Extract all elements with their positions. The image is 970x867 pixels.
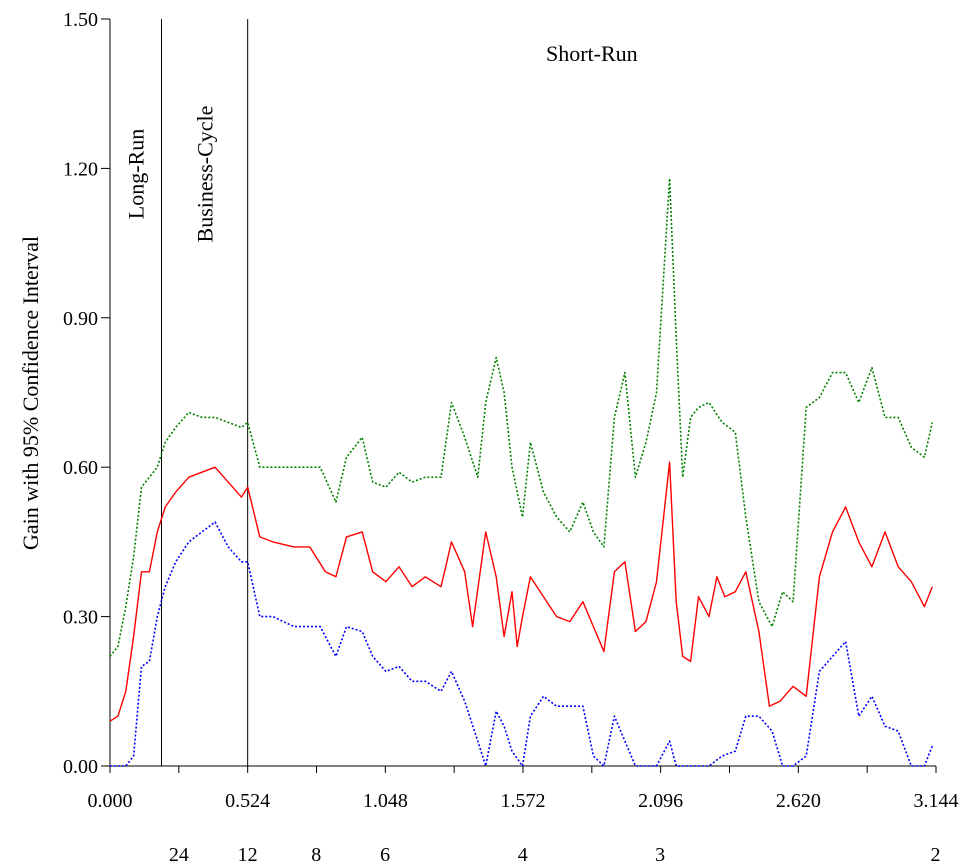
band-label: Business-Cycle <box>193 106 218 243</box>
y-tick-label: 1.20 <box>63 158 98 180</box>
frequency-bands: Long-Run Business-Cycle Short-Run <box>124 19 638 766</box>
y-tick-label: 0.30 <box>63 607 98 629</box>
series-line-2 <box>109 461 933 722</box>
period-label: 4 <box>518 844 528 866</box>
series-line-3 <box>110 521 934 767</box>
band-label: Long-Run <box>124 129 149 219</box>
x-tick-label: 2.096 <box>638 790 683 812</box>
series-line-1 <box>109 177 934 657</box>
period-label: 3 <box>655 844 665 866</box>
y-axis-label: Gain with 95% Confidence Interval <box>18 236 43 550</box>
tick-labels: 0.00 0.30 0.60 0.90 1.20 1.50 0.000 0.524 1.048 1… <box>63 9 959 866</box>
period-label: 12 <box>238 844 258 866</box>
x-tick-label: 1.572 <box>501 790 546 812</box>
x-tick-label: 0.000 <box>88 790 133 812</box>
y-tick-label: 1.50 <box>63 9 98 31</box>
y-tick-label: 0.00 <box>63 756 98 778</box>
band-label: Short-Run <box>546 41 638 66</box>
x-tick-label: 1.048 <box>363 790 408 812</box>
period-label: 2 <box>930 844 940 866</box>
y-tick-label: 0.90 <box>63 308 98 330</box>
x-tick-label: 2.620 <box>776 790 821 812</box>
x-tick-label: 0.524 <box>225 790 270 812</box>
period-label: 6 <box>380 844 390 866</box>
y-tick-label: 0.60 <box>63 457 98 479</box>
x-tick-label: 3.144 <box>914 790 959 812</box>
series-lines <box>109 177 934 767</box>
period-label: 24 <box>169 844 189 866</box>
period-label: 8 <box>311 844 321 866</box>
